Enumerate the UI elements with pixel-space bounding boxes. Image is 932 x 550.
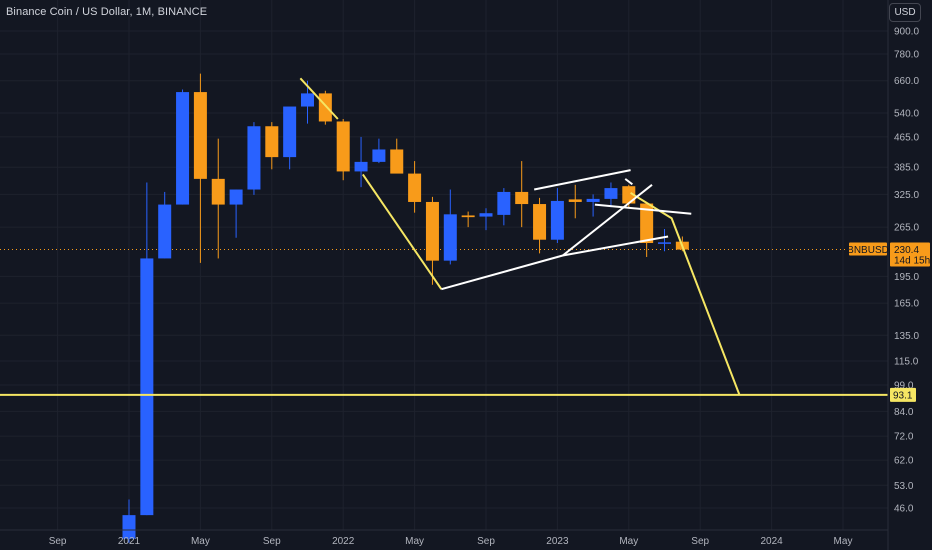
y-tick-label: 540.0 (894, 108, 919, 119)
white-trendline (533, 169, 631, 191)
currency-button[interactable]: USD (889, 3, 921, 22)
x-tick-label: May (834, 536, 853, 547)
candle-down (461, 215, 475, 218)
candle-up (158, 204, 172, 259)
candle-down (390, 149, 404, 174)
candle-down (193, 92, 207, 179)
yellow-trendline (362, 173, 443, 290)
candle-up (550, 200, 564, 240)
y-tick-label: 72.0 (894, 432, 914, 443)
time-axis[interactable]: Sep 2021 May Sep 2022 May Sep 2023 May Sep 2024 May (0, 529, 888, 547)
symbol-tag (849, 242, 887, 256)
white-trendline (441, 235, 669, 291)
candle-down (622, 186, 636, 204)
y-tick-label: 465.0 (894, 132, 919, 143)
yellow-trendline (299, 77, 339, 120)
chart-grid (0, 0, 888, 530)
y-tick-label: 660.0 (894, 76, 919, 87)
chart-title: Binance Coin / US Dollar, 1M, BINANCE (6, 6, 208, 18)
candle-down (211, 178, 225, 205)
level-tag-label: 93.1 (893, 390, 913, 401)
candle-up (479, 213, 493, 217)
candle-down (568, 199, 582, 202)
y-tick-label: 195.0 (894, 272, 919, 283)
candle-down (318, 93, 332, 122)
y-tick-label: 900.0 (894, 27, 919, 38)
candle-down (533, 204, 547, 240)
white-trendline (562, 184, 653, 257)
y-tick-label: 62.0 (894, 456, 914, 467)
countdown-label: 14d 15h (894, 256, 930, 267)
candle-down (336, 121, 350, 172)
last-price-label: 230.4 (894, 245, 919, 256)
candle-up (247, 126, 261, 190)
y-tick-label: 385.0 (894, 163, 919, 174)
y-tick-label: 53.0 (894, 481, 914, 492)
candle-down (515, 191, 529, 205)
candle-up (122, 515, 136, 539)
candle-up (604, 188, 618, 199)
y-tick-label: 135.0 (894, 331, 919, 342)
candle-down (425, 201, 439, 261)
y-tick-label: 46.0 (894, 504, 914, 515)
x-tick-label: Sep (691, 536, 709, 547)
x-tick-label: 2022 (332, 536, 355, 547)
candle-up (140, 258, 154, 516)
y-tick-label: 165.0 (894, 299, 919, 310)
white-trendline (624, 178, 633, 186)
y-tick-label: 780.0 (894, 49, 919, 60)
y-tick-label: 265.0 (894, 223, 919, 234)
x-tick-label: 2023 (546, 536, 569, 547)
candlestick-series (122, 73, 689, 543)
y-tick-label: 99.0 (894, 381, 914, 392)
candle-up (283, 106, 297, 158)
trendline-drawings[interactable] (0, 77, 888, 396)
x-tick-label: May (405, 536, 424, 547)
price-axis[interactable]: 900.0 780.0 660.0 540.0 465.0 385.0 325.0 265.0… (887, 0, 919, 550)
y-tick-label: 325.0 (894, 190, 919, 201)
candle-up (229, 189, 243, 205)
x-tick-label: May (619, 536, 638, 547)
candle-up (658, 242, 671, 244)
y-tick-label: 84.0 (894, 407, 914, 418)
x-tick-label: 2021 (118, 536, 141, 547)
candle-down (265, 126, 279, 158)
x-tick-label: 2024 (760, 536, 783, 547)
x-tick-label: Sep (49, 536, 67, 547)
candle-down (640, 203, 654, 244)
x-tick-label: Sep (477, 536, 495, 547)
x-tick-label: May (191, 536, 210, 547)
y-tick-label: 115.0 (894, 357, 919, 368)
candle-up (497, 191, 511, 215)
x-tick-label: Sep (263, 536, 281, 547)
symbol-tag-label: BNBUSD (847, 245, 889, 256)
candle-up (443, 214, 457, 261)
level-tag (890, 387, 916, 402)
white-trendline (594, 203, 692, 215)
candle-up (372, 149, 386, 162)
candle-down (408, 173, 422, 202)
candle-up (354, 161, 368, 172)
candle-up (176, 92, 190, 205)
candle-up (586, 198, 600, 202)
yellow-trendline (630, 192, 741, 396)
candle-up (301, 93, 314, 107)
last-price-tag (890, 242, 930, 267)
